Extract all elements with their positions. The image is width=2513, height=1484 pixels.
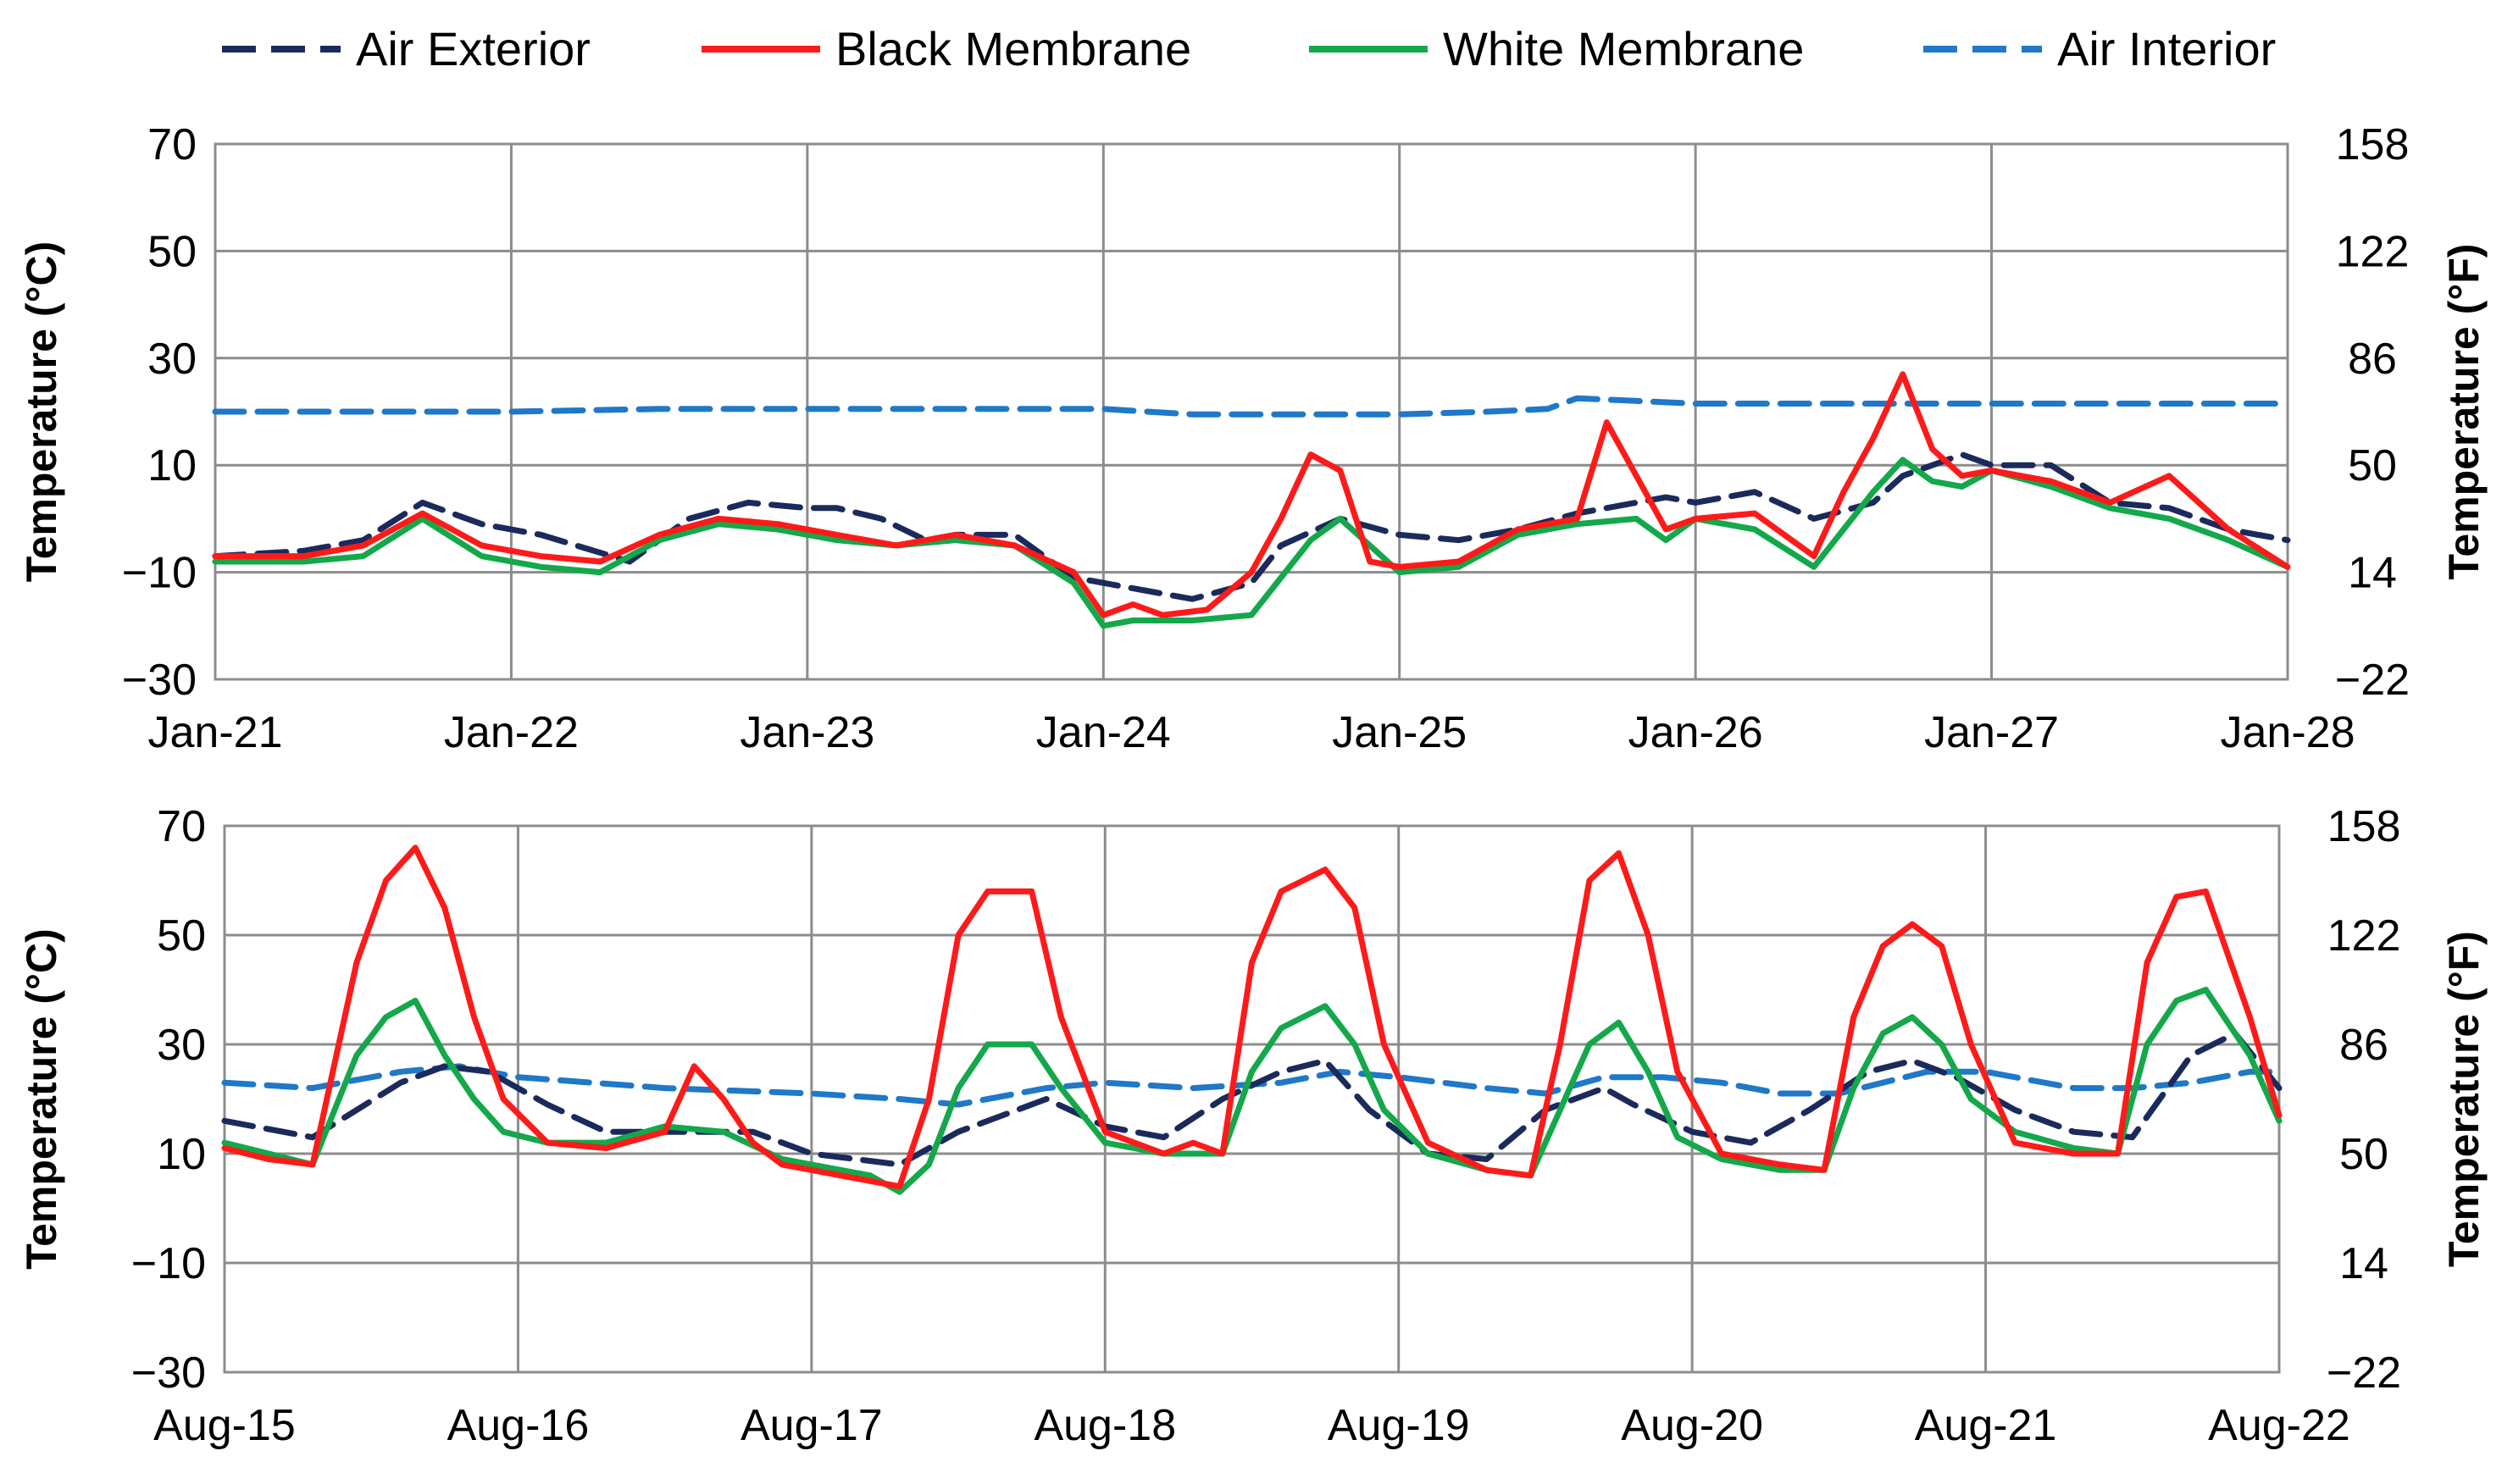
y-tick-label: 70 (147, 120, 197, 169)
y-axis-title-right: Temperature (°F) (2440, 931, 2488, 1267)
legend: Air Exterior Black Membrane White Membrane… (222, 22, 2276, 75)
legend-item-black-membrane: Black Membrane (702, 22, 1191, 75)
series-line-black-membrane (221, 844, 2283, 1190)
y-tick-label: 10 (147, 441, 197, 490)
legend-label: Black Membrane (835, 22, 1191, 75)
series-layer (212, 371, 2291, 629)
y-tick-label-right: 50 (2339, 1130, 2388, 1179)
x-tick-label: Aug-16 (447, 1401, 590, 1450)
series-line-air-interior (221, 1063, 2283, 1108)
legend-item-air-exterior: Air Exterior (222, 22, 591, 75)
y-tick-label-right: −22 (2327, 1348, 2401, 1398)
x-tick-label: Aug-15 (153, 1401, 296, 1450)
x-tick-label: Aug-20 (1621, 1401, 1763, 1450)
y-tick-label: 50 (157, 911, 206, 961)
x-tick-label: Jan-23 (740, 708, 874, 757)
x-tick-label: Aug-19 (1328, 1401, 1470, 1450)
y-tick-label-right: 158 (2327, 802, 2401, 851)
y-tick-label: −30 (122, 656, 197, 705)
y-tick-label: 70 (157, 802, 206, 851)
series-line-air-interior (212, 395, 2291, 418)
plot-area-frame (223, 824, 2281, 1374)
x-tick-label: Jan-24 (1036, 708, 1171, 757)
x-tick-label: Jan-21 (148, 708, 283, 757)
legend-label: Air Exterior (356, 22, 591, 75)
series-line-white-membrane (212, 457, 2291, 629)
x-axis: Jan-21 Jan-22 Jan-23 Jan-24 Jan-25 Jan-26 Jan-… (148, 708, 2355, 757)
x-tick-label: Aug-18 (1034, 1401, 1176, 1450)
x-tick-label: Jan-25 (1332, 708, 1467, 757)
x-tick-label: Jan-27 (1924, 708, 2059, 757)
y-tick-label-right: 122 (2327, 911, 2401, 961)
y-axis-right: 158 122 86 50 14 −22 (2327, 802, 2401, 1398)
y-tick-label-right: 122 (2336, 227, 2410, 276)
y-tick-label: 50 (147, 227, 197, 276)
y-axis-title-left: Temperature (°C) (18, 241, 65, 582)
legend-label: White Membrane (1443, 22, 1804, 75)
y-axis-left: 70 50 30 10 −10 −30 (122, 120, 197, 705)
x-tick-label: Aug-22 (2208, 1401, 2350, 1450)
y-tick-label: 10 (157, 1130, 206, 1179)
y-axis-left: 70 50 30 10 −10 −30 (131, 802, 206, 1398)
legend-item-white-membrane: White Membrane (1309, 22, 1804, 75)
x-axis: Aug-15 Aug-16 Aug-17 Aug-18 Aug-19 Aug-20 Aug-… (153, 1401, 2350, 1450)
y-axis-title-right: Temperature (°F) (2440, 244, 2488, 580)
x-tick-label: Jan-22 (444, 708, 579, 757)
x-tick-label: Aug-21 (1915, 1401, 2057, 1450)
y-tick-label: −30 (131, 1348, 206, 1398)
x-tick-label: Jan-28 (2221, 708, 2355, 757)
y-tick-label-right: 14 (2348, 549, 2397, 598)
legend-item-air-interior: Air Interior (1923, 22, 2276, 75)
y-tick-label-right: 86 (2348, 335, 2397, 384)
y-axis-right: 158 122 86 50 14 −22 (2335, 120, 2410, 705)
y-axis-title-left: Temperature (°C) (18, 928, 65, 1269)
x-tick-label: Aug-17 (741, 1401, 883, 1450)
legend-label: Air Interior (2057, 22, 2276, 75)
y-tick-label-right: 158 (2336, 120, 2410, 169)
y-tick-label: 30 (157, 1021, 206, 1070)
y-tick-label-right: −22 (2335, 656, 2410, 705)
series-layer (221, 844, 2283, 1195)
y-tick-label-right: 50 (2348, 441, 2397, 490)
x-tick-label: Jan-26 (1628, 708, 1763, 757)
series-line-white-membrane (221, 987, 2283, 1195)
y-tick-label-right: 86 (2339, 1021, 2388, 1070)
y-tick-label: 30 (147, 335, 197, 384)
y-tick-label-right: 14 (2339, 1239, 2388, 1288)
series-line-black-membrane (212, 371, 2291, 618)
y-tick-label: −10 (131, 1239, 206, 1288)
y-tick-label: −10 (122, 549, 197, 598)
